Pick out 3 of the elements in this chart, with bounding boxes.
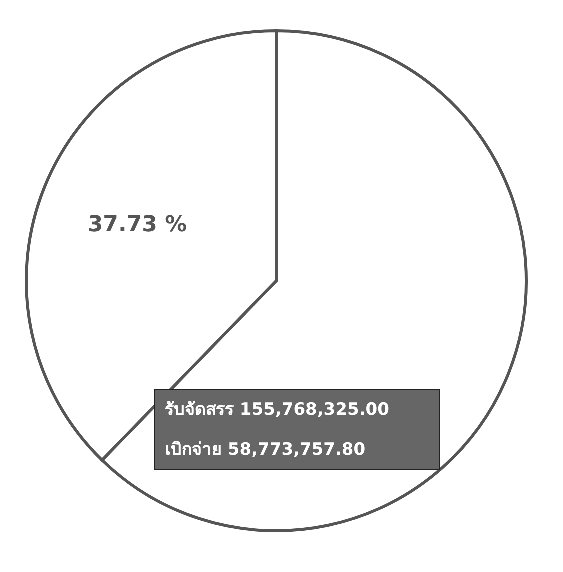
text: รับจัดสรร 155,768,325.00: [165, 400, 390, 420]
text: เบิกจ่าย 58,773,757.80: [165, 440, 366, 460]
data-label: 37.73 %: [88, 212, 188, 238]
